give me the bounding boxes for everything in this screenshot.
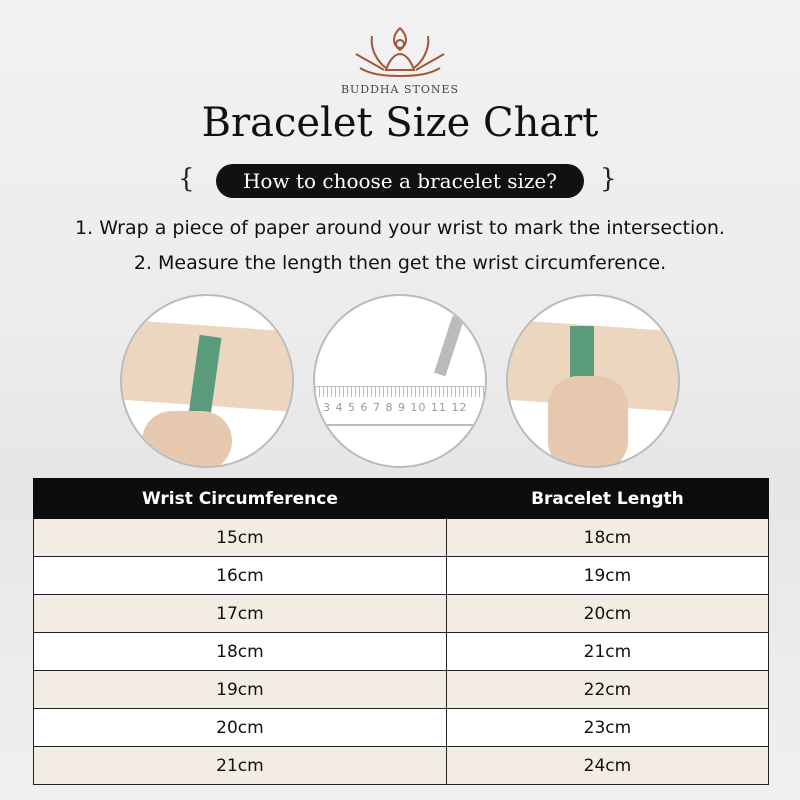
table-row: 18cm 21cm	[33, 632, 770, 671]
wrist-circumference-cell: 21cm	[33, 746, 447, 785]
wrist-circumference-cell: 18cm	[33, 632, 447, 671]
pencil-icon	[434, 315, 464, 377]
table-row: 19cm 22cm	[33, 670, 770, 709]
table-row: 21cm 24cm	[33, 746, 770, 785]
ruler: 3 4 5 6 7 8 9 10 11 12	[315, 386, 485, 426]
swirl-right-icon: }	[600, 164, 617, 194]
bracelet-length-cell: 20cm	[445, 594, 770, 633]
bracelet-length-cell: 21cm	[445, 632, 770, 671]
buddha-stones-logo	[355, 27, 445, 78]
bracelet-length-cell: 23cm	[445, 708, 770, 747]
table-row: 15cm 18cm	[33, 518, 770, 557]
bracelet-length-cell: 18cm	[445, 518, 770, 557]
table-row: 17cm 20cm	[33, 594, 770, 633]
wrist-circumference-cell: 19cm	[33, 670, 447, 709]
wrist-circumference-cell: 17cm	[33, 594, 447, 633]
table-row: 16cm 19cm	[33, 556, 770, 595]
bracelet-length-cell: 22cm	[445, 670, 770, 709]
illustration-measure-tape	[506, 294, 680, 468]
step-1: 1. Wrap a piece of paper around your wri…	[75, 217, 725, 239]
header-wrist: Wrist Circumference	[33, 478, 447, 519]
table-row: 20cm 23cm	[33, 708, 770, 747]
subtitle-banner: How to choose a bracelet size?	[216, 164, 584, 198]
bracelet-length-cell: 19cm	[445, 556, 770, 595]
bracelet-length-cell: 24cm	[445, 746, 770, 785]
wrist-circumference-cell: 20cm	[33, 708, 447, 747]
step-2: 2. Measure the length then get the wrist…	[133, 252, 667, 274]
wrist-circumference-cell: 15cm	[33, 518, 447, 557]
page-title: Bracelet Size Chart	[201, 100, 599, 146]
wrist-circumference-cell: 16cm	[33, 556, 447, 595]
swirl-left-icon: {	[178, 164, 195, 194]
size-table: Wrist Circumference Bracelet Length 15cm…	[33, 478, 770, 785]
header-bracelet: Bracelet Length	[445, 478, 770, 519]
brand-name: BUDDHA STONES	[340, 83, 460, 96]
illustration-wrap-paper	[120, 294, 294, 468]
illustration-ruler: 3 4 5 6 7 8 9 10 11 12	[313, 294, 487, 468]
